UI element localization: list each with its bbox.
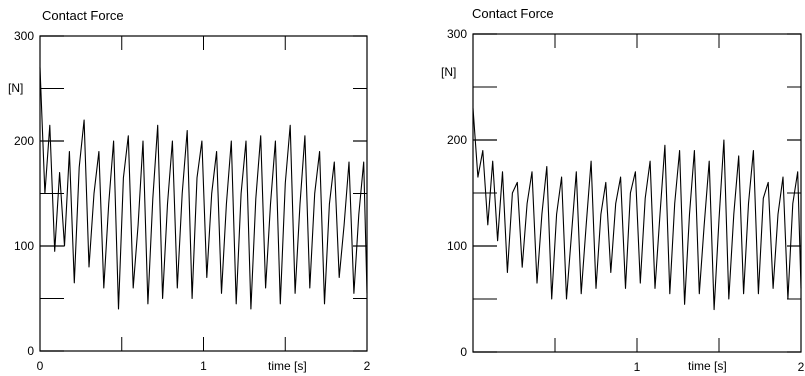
contact-force-line <box>39 67 368 310</box>
contact-force-chart-1: Contact Force [N] time [s] 0 100 200 300 0 1 2 <box>8 8 371 373</box>
x-axis-label: time [s] <box>268 359 307 373</box>
y-tick-label: 100 <box>14 239 34 253</box>
y-tick-label: 200 <box>447 133 467 147</box>
y-tick-label: 0 <box>460 345 467 359</box>
y-tick-label: 100 <box>447 239 467 253</box>
plot-frame <box>472 33 802 353</box>
chart-title: Contact Force <box>42 8 124 23</box>
y-tick-label: 0 <box>27 344 34 358</box>
contact-force-line <box>472 108 802 311</box>
x-tick-label: 0 <box>37 359 44 373</box>
chart-title: Contact Force <box>472 6 554 21</box>
x-axis-label: time [s] <box>688 359 727 373</box>
y-unit-label: [N] <box>8 81 23 95</box>
y-tick-label: 300 <box>447 27 467 41</box>
x-tick-label: 2 <box>798 360 805 374</box>
y-tick-label: 200 <box>14 134 34 148</box>
x-tick-label: 2 <box>364 359 371 373</box>
x-tick-label: 1 <box>200 359 207 373</box>
y-unit-label: [N] <box>441 65 456 79</box>
contact-force-chart-2: Contact Force [N] time [s] 0 100 200 300 1 2 <box>441 6 805 374</box>
y-tick-label: 300 <box>14 29 34 43</box>
x-tick-label: 1 <box>634 360 641 374</box>
